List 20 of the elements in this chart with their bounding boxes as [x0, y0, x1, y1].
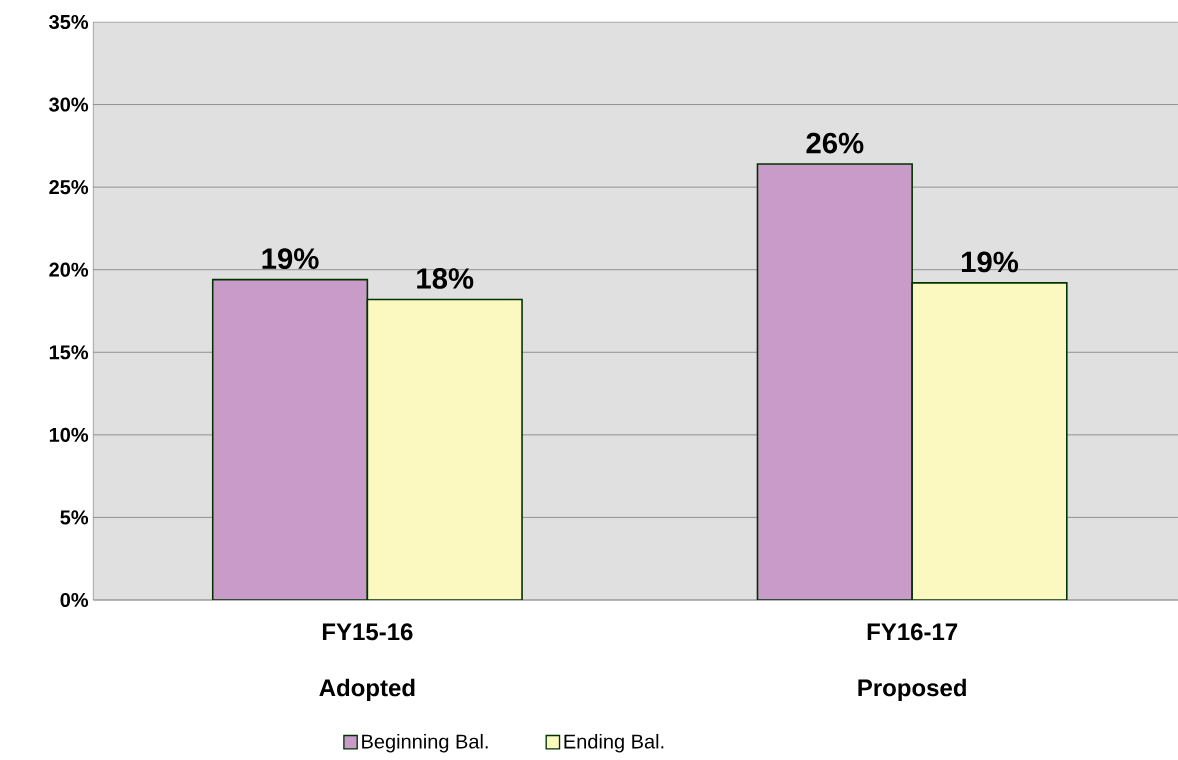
y-tick-label: 0% [60, 592, 89, 608]
y-tick-label: 35% [49, 14, 89, 30]
y-tick-label: 20% [49, 262, 89, 277]
y-tick-label: 5% [60, 510, 89, 525]
y-tick-label: 15% [49, 345, 89, 360]
data-label: 18% [417, 268, 474, 289]
data-label: 26% [806, 132, 864, 154]
bar [211, 278, 369, 600]
y-tick-label: 25% [49, 180, 89, 195]
legend-label: Ending Bal. [564, 733, 664, 753]
data-label: 19% [262, 248, 319, 270]
y-tick-label: 30% [49, 97, 89, 112]
bar [756, 163, 913, 600]
legend-label: Beginning Bal. [362, 733, 488, 753]
category-label: FY15-16 Adopted [319, 623, 415, 702]
y-tick-label: 10% [49, 427, 89, 442]
category-label: FY16-17 Proposed [858, 623, 966, 702]
bar [366, 298, 523, 600]
data-label: 19% [961, 251, 1019, 273]
bar [911, 282, 1068, 600]
